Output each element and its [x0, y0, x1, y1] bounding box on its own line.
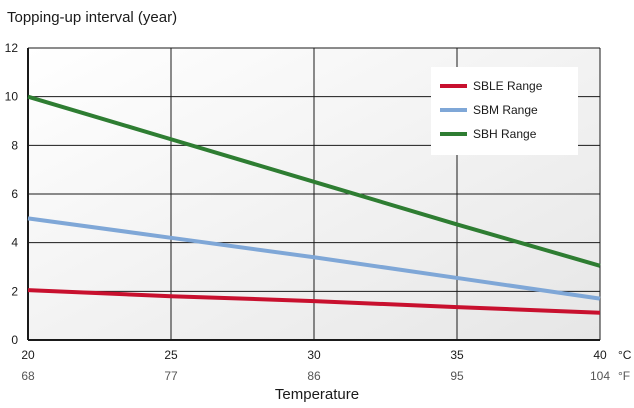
y-tick-label: 12	[5, 41, 19, 55]
x-tick-label: 25	[164, 348, 178, 362]
y-tick-label: 6	[11, 187, 18, 201]
series-line-sbm-range	[27, 216, 601, 301]
x-tick-label: 30	[307, 348, 321, 362]
x-tick-label-secondary: 68	[21, 369, 35, 383]
y-tick-label: 4	[11, 236, 18, 250]
y-tick-label: 2	[11, 284, 18, 298]
x-tick-label-secondary: 95	[450, 369, 464, 383]
legend-label: SBLE Range	[473, 79, 543, 93]
legend-label: SBH Range	[473, 127, 537, 141]
series-line-sbh-range	[27, 94, 601, 268]
x-tick-label: 35	[450, 348, 464, 362]
x-tick-label-secondary: 104	[590, 369, 610, 383]
y-tick-label: 8	[11, 138, 18, 152]
chart-title: Topping-up interval (year)	[7, 9, 178, 26]
y-tick-label: 0	[11, 333, 18, 347]
x-unit-secondary: °F	[618, 369, 630, 383]
x-tick-label-secondary: 77	[164, 369, 178, 383]
legend-label: SBM Range	[473, 103, 538, 117]
x-tick-label: 40	[593, 348, 607, 362]
x-tick-label: 20	[21, 348, 35, 362]
series-line-sble-range	[27, 288, 601, 315]
y-tick-label: 10	[5, 90, 19, 104]
x-tick-label-secondary: 86	[307, 369, 321, 383]
x-axis-title: Temperature	[274, 386, 360, 403]
x-unit-primary: °C	[618, 348, 632, 362]
